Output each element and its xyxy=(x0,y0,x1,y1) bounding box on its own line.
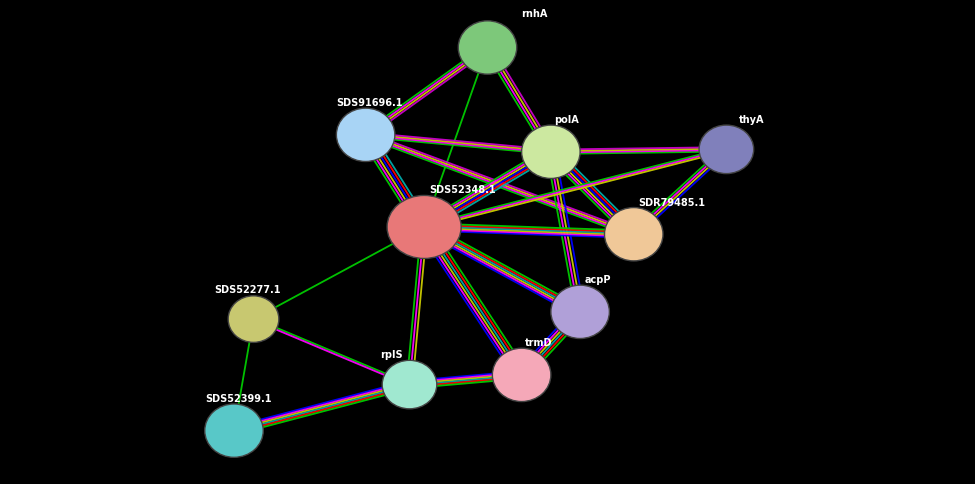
Text: SDS52277.1: SDS52277.1 xyxy=(214,284,281,294)
Text: SDS52399.1: SDS52399.1 xyxy=(205,393,271,403)
Text: SDS91696.1: SDS91696.1 xyxy=(336,97,403,107)
Text: SDS52348.1: SDS52348.1 xyxy=(429,184,495,195)
Ellipse shape xyxy=(336,109,395,162)
Ellipse shape xyxy=(382,361,437,409)
Ellipse shape xyxy=(522,126,580,179)
Ellipse shape xyxy=(604,208,663,261)
Ellipse shape xyxy=(387,196,461,259)
Ellipse shape xyxy=(551,286,609,339)
Text: rnhA: rnhA xyxy=(522,9,548,19)
Text: polA: polA xyxy=(554,115,578,125)
Text: SDR79485.1: SDR79485.1 xyxy=(639,197,706,207)
Ellipse shape xyxy=(228,296,279,343)
Text: thyA: thyA xyxy=(739,115,764,125)
Text: acpP: acpP xyxy=(585,274,611,284)
Ellipse shape xyxy=(492,348,551,402)
Ellipse shape xyxy=(699,126,754,174)
Ellipse shape xyxy=(458,22,517,75)
Ellipse shape xyxy=(205,404,263,457)
Text: rplS: rplS xyxy=(380,349,403,359)
Text: trmD: trmD xyxy=(525,337,552,347)
